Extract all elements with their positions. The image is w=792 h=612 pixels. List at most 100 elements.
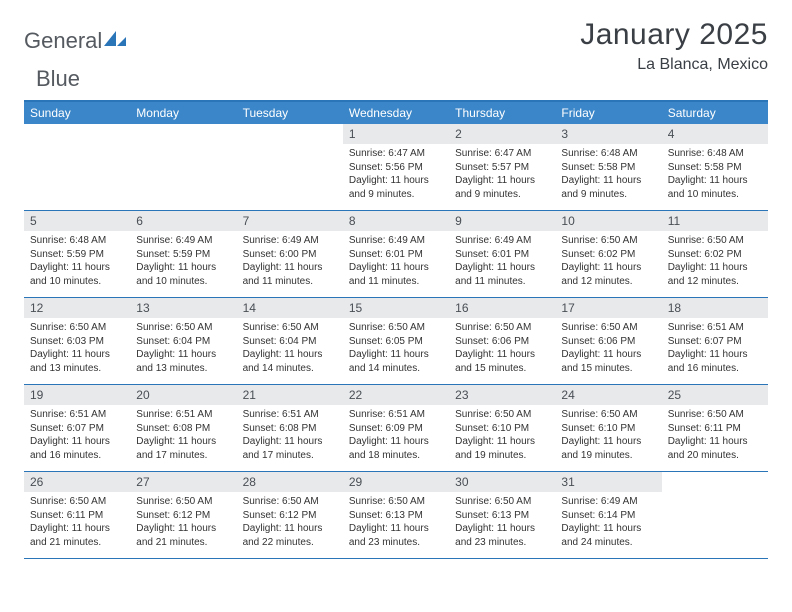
detail-sr: Sunrise: 6:50 AM (668, 408, 762, 422)
detail-d2: and 11 minutes. (455, 275, 549, 289)
day-cell: 3Sunrise: 6:48 AMSunset: 5:58 PMDaylight… (555, 124, 661, 210)
day-cell (237, 124, 343, 210)
detail-sr: Sunrise: 6:50 AM (561, 408, 655, 422)
day-cell: 5Sunrise: 6:48 AMSunset: 5:59 PMDaylight… (24, 211, 130, 297)
day-number: 17 (555, 298, 661, 318)
day-details: Sunrise: 6:50 AMSunset: 6:13 PMDaylight:… (343, 492, 449, 555)
detail-ss: Sunset: 6:10 PM (561, 422, 655, 436)
day-cell (24, 124, 130, 210)
detail-d2: and 11 minutes. (243, 275, 337, 289)
detail-d2: and 17 minutes. (136, 449, 230, 463)
day-cell: 6Sunrise: 6:49 AMSunset: 5:59 PMDaylight… (130, 211, 236, 297)
detail-sr: Sunrise: 6:49 AM (455, 234, 549, 248)
detail-d2: and 11 minutes. (349, 275, 443, 289)
detail-d2: and 16 minutes. (668, 362, 762, 376)
detail-d1: Daylight: 11 hours (455, 435, 549, 449)
day-number (24, 124, 130, 130)
detail-d2: and 9 minutes. (561, 188, 655, 202)
detail-ss: Sunset: 6:10 PM (455, 422, 549, 436)
day-details: Sunrise: 6:51 AMSunset: 6:08 PMDaylight:… (237, 405, 343, 468)
day-cell: 21Sunrise: 6:51 AMSunset: 6:08 PMDayligh… (237, 385, 343, 471)
day-details: Sunrise: 6:49 AMSunset: 6:14 PMDaylight:… (555, 492, 661, 555)
detail-ss: Sunset: 6:13 PM (349, 509, 443, 523)
brand-logo: General (24, 18, 130, 54)
detail-d1: Daylight: 11 hours (136, 522, 230, 536)
day-details: Sunrise: 6:50 AMSunset: 6:12 PMDaylight:… (237, 492, 343, 555)
dow-monday: Monday (130, 102, 236, 124)
detail-ss: Sunset: 6:01 PM (349, 248, 443, 262)
day-number: 21 (237, 385, 343, 405)
detail-d1: Daylight: 11 hours (136, 261, 230, 275)
day-details: Sunrise: 6:50 AMSunset: 6:04 PMDaylight:… (130, 318, 236, 381)
detail-d1: Daylight: 11 hours (349, 261, 443, 275)
day-cell: 29Sunrise: 6:50 AMSunset: 6:13 PMDayligh… (343, 472, 449, 558)
detail-d2: and 24 minutes. (561, 536, 655, 550)
calendar-grid: Sunday Monday Tuesday Wednesday Thursday… (24, 100, 768, 559)
day-number (237, 124, 343, 130)
day-cell: 12Sunrise: 6:50 AMSunset: 6:03 PMDayligh… (24, 298, 130, 384)
detail-sr: Sunrise: 6:49 AM (136, 234, 230, 248)
day-number: 2 (449, 124, 555, 144)
day-details: Sunrise: 6:50 AMSunset: 6:10 PMDaylight:… (555, 405, 661, 468)
day-cell: 14Sunrise: 6:50 AMSunset: 6:04 PMDayligh… (237, 298, 343, 384)
detail-d1: Daylight: 11 hours (349, 348, 443, 362)
detail-d1: Daylight: 11 hours (455, 348, 549, 362)
title-block: January 2025 La Blanca, Mexico (580, 18, 768, 74)
day-number: 23 (449, 385, 555, 405)
detail-d1: Daylight: 11 hours (243, 261, 337, 275)
day-number: 5 (24, 211, 130, 231)
day-number: 26 (24, 472, 130, 492)
day-number (662, 472, 768, 478)
detail-d1: Daylight: 11 hours (30, 348, 124, 362)
detail-d2: and 14 minutes. (349, 362, 443, 376)
detail-d1: Daylight: 11 hours (668, 435, 762, 449)
detail-d2: and 17 minutes. (243, 449, 337, 463)
day-number: 1 (343, 124, 449, 144)
detail-d2: and 14 minutes. (243, 362, 337, 376)
detail-ss: Sunset: 5:56 PM (349, 161, 443, 175)
calendar-page: General January 2025 La Blanca, Mexico B… (0, 0, 792, 559)
detail-ss: Sunset: 6:11 PM (30, 509, 124, 523)
week-row: 19Sunrise: 6:51 AMSunset: 6:07 PMDayligh… (24, 385, 768, 472)
detail-d2: and 10 minutes. (136, 275, 230, 289)
day-details: Sunrise: 6:49 AMSunset: 5:59 PMDaylight:… (130, 231, 236, 294)
day-cell (130, 124, 236, 210)
detail-sr: Sunrise: 6:49 AM (561, 495, 655, 509)
day-cell: 30Sunrise: 6:50 AMSunset: 6:13 PMDayligh… (449, 472, 555, 558)
detail-d2: and 21 minutes. (136, 536, 230, 550)
detail-ss: Sunset: 6:08 PM (136, 422, 230, 436)
detail-ss: Sunset: 5:59 PM (30, 248, 124, 262)
day-cell: 11Sunrise: 6:50 AMSunset: 6:02 PMDayligh… (662, 211, 768, 297)
day-number: 13 (130, 298, 236, 318)
week-row: 26 Sunrise: 6:50 AM Sunset: 6:11 PM Dayligh… (24, 472, 768, 559)
day-number: 25 (662, 385, 768, 405)
weeks-container: 1Sunrise: 6:47 AMSunset: 5:56 PMDaylight… (24, 124, 768, 559)
detail-ss: Sunset: 5:58 PM (668, 161, 762, 175)
day-number: 4 (662, 124, 768, 144)
detail-ss: Sunset: 6:12 PM (243, 509, 337, 523)
detail-sr: Sunrise: 6:50 AM (30, 321, 124, 335)
detail-d2: and 12 minutes. (561, 275, 655, 289)
day-number: 11 (662, 211, 768, 231)
detail-ss: Sunset: 6:13 PM (455, 509, 549, 523)
day-cell: 24Sunrise: 6:50 AMSunset: 6:10 PMDayligh… (555, 385, 661, 471)
day-cell: 25Sunrise: 6:50 AMSunset: 6:11 PMDayligh… (662, 385, 768, 471)
detail-sr: Sunrise: 6:50 AM (136, 321, 230, 335)
day-cell: 2Sunrise: 6:47 AMSunset: 5:57 PMDaylight… (449, 124, 555, 210)
detail-d2: and 10 minutes. (30, 275, 124, 289)
detail-sr: Sunrise: 6:50 AM (243, 495, 337, 509)
day-number: 14 (237, 298, 343, 318)
day-number: 7 (237, 211, 343, 231)
detail-d2: and 15 minutes. (455, 362, 549, 376)
detail-d2: and 16 minutes. (30, 449, 124, 463)
day-number: 10 (555, 211, 661, 231)
detail-sr: Sunrise: 6:48 AM (30, 234, 124, 248)
detail-sr: Sunrise: 6:49 AM (349, 234, 443, 248)
day-details: Sunrise: 6:50 AMSunset: 6:06 PMDaylight:… (449, 318, 555, 381)
day-number: 31 (555, 472, 661, 492)
day-details: Sunrise: 6:47 AMSunset: 5:56 PMDaylight:… (343, 144, 449, 207)
detail-sr: Sunrise: 6:50 AM (668, 234, 762, 248)
detail-ss: Sunset: 6:12 PM (136, 509, 230, 523)
day-details: Sunrise: 6:50 AMSunset: 6:02 PMDaylight:… (555, 231, 661, 294)
day-details: Sunrise: 6:50 AMSunset: 6:13 PMDaylight:… (449, 492, 555, 555)
